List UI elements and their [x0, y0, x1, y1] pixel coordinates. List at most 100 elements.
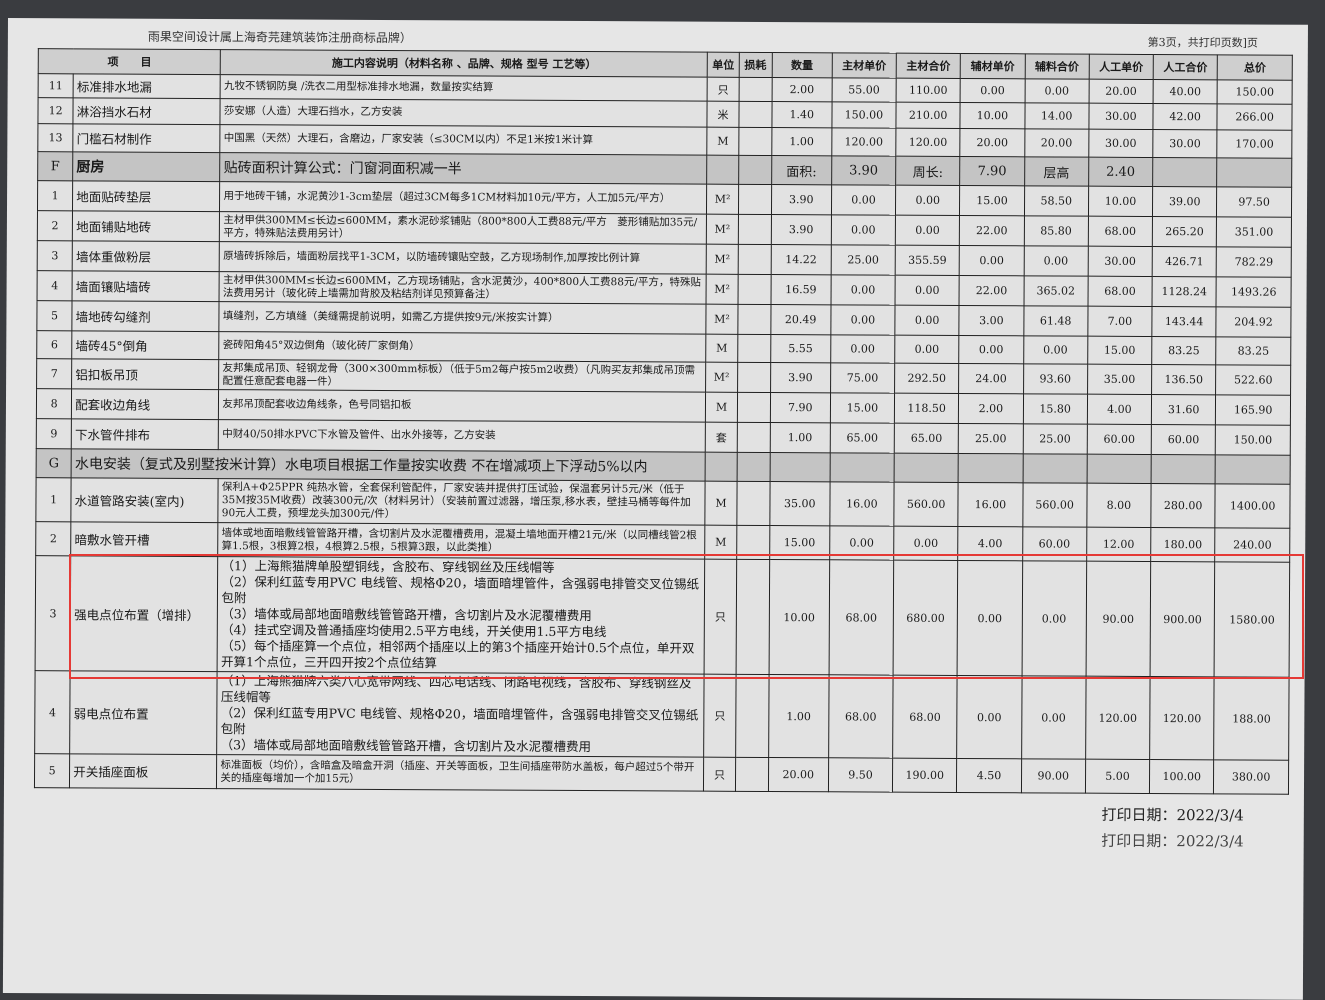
col-main-unit: 主材单价: [831, 52, 897, 79]
cell-aux-unit: 0.00: [959, 335, 1024, 364]
unit: M²: [706, 184, 739, 215]
cell-aux-unit: 0.00: [956, 675, 1022, 759]
blank: [1086, 454, 1152, 484]
cell-labor-total: 143.44: [1151, 306, 1217, 337]
row-number: 6: [36, 330, 73, 359]
loss: [738, 77, 772, 102]
blank: [736, 452, 770, 482]
cell-main-unit: 0.00: [831, 214, 896, 246]
row-number: 1: [35, 477, 72, 522]
table-row: 4 弱电点位布置 （1）上海熊猫牌六类八心宽带网线、四芯电话线、闭路电视线，含胶布、…: [34, 670, 1290, 761]
item-description: （1）上海熊猫牌六类八心宽带网线、四芯电话线、闭路电视线，含胶布、穿线钢丝及压线…: [217, 671, 705, 758]
cell-main-total: 355.59: [895, 245, 960, 276]
item-name: 暗敷水管开槽: [70, 521, 219, 557]
page-info: 第3页，共打印页数]页: [1147, 35, 1258, 50]
cell-aux-unit: 3.00: [959, 305, 1024, 336]
loss: [736, 481, 770, 526]
cell-labor-unit: 7.00: [1087, 306, 1153, 337]
blank: [1215, 454, 1291, 485]
cell-main-total: 680.00: [893, 560, 958, 676]
cell-aux-unit: 4.50: [956, 758, 1022, 793]
cell-main-unit: 150.00: [831, 101, 897, 129]
item-name: 墙地砖勾缝剂: [72, 300, 220, 332]
brand-note: 雨果空间设计属上海奇芫建筑装饰注册商标品牌）: [147, 29, 412, 46]
loss: [736, 525, 770, 560]
height-label: 层高: [1024, 156, 1089, 187]
loss: [737, 244, 772, 275]
cell-aux-unit: 0.00: [960, 78, 1025, 103]
item-description: 主材甲供300MM≤长边≤600MM，乙方现场铺贴，含水泥黄沙，400*800人…: [219, 271, 707, 305]
cell-labor-total: 31.60: [1151, 394, 1216, 425]
cell-aux-unit: 10.00: [960, 102, 1025, 129]
item-name: 淋浴挡水石材: [73, 97, 221, 125]
row-number: 9: [36, 418, 72, 449]
table-row: 3 强电点位布置（增排） （1）上海熊猫牌单股塑铜线，含胶布、穿线钢丝及压线帽等 （…: [35, 555, 1290, 678]
table-row: 5 开关插座面板 标准面板（均价），含暗盒及暗盒开洞（插座、开关等面板，卫生间插座带…: [34, 753, 1289, 795]
unit: M²: [706, 362, 738, 393]
cell-aux-total: 20.00: [1024, 128, 1089, 158]
section-letter: F: [37, 151, 74, 181]
col-unit: 单位: [707, 52, 739, 78]
cell-aux-total: 93.60: [1023, 363, 1088, 395]
loss: [735, 757, 769, 792]
cell-main-unit: 55.00: [831, 77, 897, 103]
item-description: （1）上海熊猫牌单股塑铜线，含胶布、穿线钢丝及压线帽等 （2）保利红蓝专用PVC…: [217, 556, 706, 675]
item-name: 墙面镶贴墙砖: [72, 270, 220, 302]
cell-main-total: 0.00: [894, 305, 960, 336]
blank: [1216, 157, 1292, 188]
cell-aux-unit: 4.00: [957, 526, 1023, 561]
cell-labor-total: 426.71: [1152, 246, 1217, 277]
unit: M: [705, 525, 737, 560]
cell-main-unit: 0.00: [831, 184, 896, 216]
cell-main-total: 210.00: [895, 102, 961, 129]
cell-qty: 3.90: [771, 184, 832, 215]
blank: [958, 453, 1023, 483]
item-description: 保利A+Φ25PPR 纯热水管，全套保利管配件，厂家安装并提供打压试验，保温套另…: [218, 478, 706, 526]
row-number: 12: [37, 97, 74, 124]
item-description: 九牧不锈钢防臭 /洗衣二用型标准排水地漏，数量按实结算: [220, 74, 708, 102]
col-item: 项 目: [38, 48, 221, 75]
cell-total: 266.00: [1217, 103, 1293, 131]
cell-labor-unit: 12.00: [1086, 527, 1151, 562]
cell-aux-total: 90.00: [1021, 758, 1086, 794]
cell-labor-total: 83.25: [1151, 336, 1217, 365]
cell-qty: 16.59: [770, 274, 831, 305]
item-name: 墙砖45°倒角: [71, 330, 220, 360]
item-description: 墙体或地面暗敷线管管路开槽，含切割片及水泥覆槽费用，混凝土墙地面开槽21元/米（…: [218, 522, 706, 560]
cell-aux-total: 14.00: [1024, 102, 1089, 130]
loss: [737, 274, 771, 305]
cell-qty: 1.00: [771, 127, 832, 156]
item-name: 地面铺贴地砖: [72, 210, 220, 242]
cell-aux-total: 0.00: [1024, 78, 1089, 104]
item-name: 标准排水地漏: [73, 73, 221, 99]
cell-main-total: 0.00: [895, 275, 960, 306]
cell-qty: 20.49: [770, 304, 831, 335]
cell-labor-unit: 60.00: [1087, 424, 1152, 455]
blank: [769, 452, 831, 482]
item-description: 中国黑（天然）大理石，含磨边，厂家安装（≤30CM以内）不足1米按1米计算: [220, 124, 708, 156]
loss: [736, 422, 771, 453]
col-total: 总价: [1217, 54, 1293, 81]
cell-labor-unit: 4.00: [1087, 394, 1152, 425]
print-date-underpage: 打印日期：2022/3/4: [1101, 831, 1244, 851]
blank: [1152, 157, 1218, 187]
cell-labor-total: 39.00: [1152, 186, 1217, 217]
item-name: 铝扣板吊顶: [71, 358, 220, 390]
cell-qty: 2.00: [771, 77, 832, 102]
cell-aux-total: 0.00: [1021, 675, 1086, 760]
loss: [737, 214, 772, 245]
item-name: 配套收边角线: [71, 388, 219, 420]
unit: M²: [706, 274, 738, 305]
cell-total: 188.00: [1213, 676, 1290, 761]
cell-qty: 15.00: [769, 525, 830, 560]
col-labor-unit: 人工单价: [1088, 54, 1154, 80]
cell-labor-unit: 5.00: [1085, 759, 1150, 794]
row-number: 5: [34, 753, 70, 788]
cell-labor-unit: 90.00: [1085, 561, 1151, 677]
item-name: 下水管件排布: [71, 418, 219, 450]
row-number: 2: [35, 521, 72, 556]
cell-labor-unit: 35.00: [1087, 364, 1152, 395]
cell-qty: 35.00: [769, 481, 830, 526]
cell-aux-total: 0.00: [1021, 560, 1087, 677]
item-description: 原墙砖拆除后，墙面粉层找平1-3CM，以防墙砖镶贴空鼓，乙方现场制作,加厚按比例…: [219, 241, 707, 275]
